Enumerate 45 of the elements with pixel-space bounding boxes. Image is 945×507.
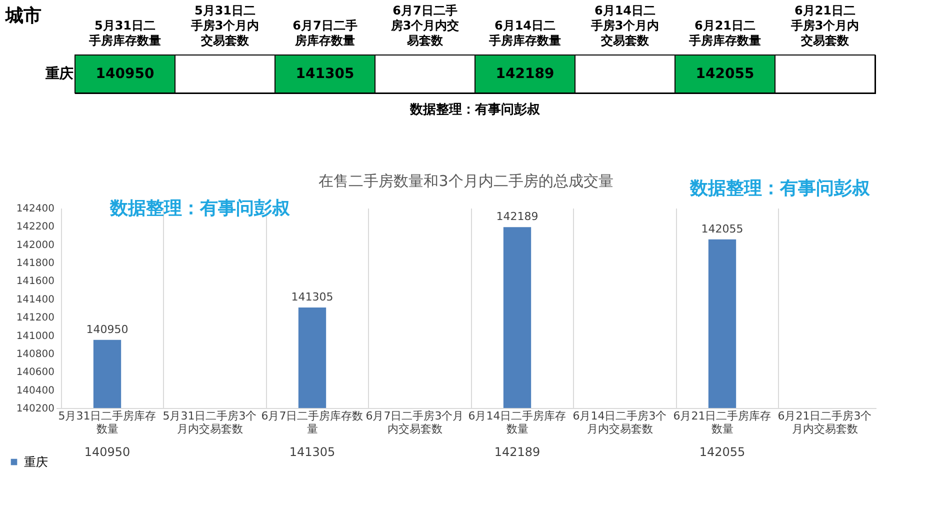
data-label: 142189 [494, 445, 540, 459]
x-tick-label: 6月21日二手房库存数量 [673, 410, 772, 436]
data-label: 140950 [84, 445, 130, 459]
x-tick-label: 6月21日二手房3个月内交易套数 [778, 410, 872, 436]
y-tick-label: 141000 [16, 330, 54, 342]
y-tick-label: 141600 [16, 276, 54, 288]
y-tick-label: 142400 [16, 204, 54, 214]
y-axis-title: 城市 [4, 6, 42, 26]
x-tick-label: 6月7日二手房库存数量 [261, 410, 364, 436]
data-label: 141305 [289, 445, 336, 459]
y-tick-label: 142200 [16, 222, 54, 233]
x-tick-label: 6月14日二手房3个月内交易套数 [572, 410, 667, 436]
data-label: 140950 [96, 66, 154, 82]
x-tick-label: 6月7日二手房3个月内交易套数 [390, 4, 460, 48]
y-tick-label: 141200 [16, 312, 54, 324]
x-tick-label: 6月7日二手房库存数量 [292, 18, 358, 48]
y-tick-label: 141800 [16, 258, 54, 270]
data-label: 142189 [496, 66, 554, 82]
data-label: 142055 [696, 66, 754, 82]
text: 140950 [86, 322, 128, 336]
text: 141305 [291, 290, 334, 304]
text: 142189 [496, 210, 538, 224]
y-tick-label: 141400 [16, 294, 54, 306]
data-label: 141305 [296, 66, 354, 82]
text: 142055 [701, 222, 744, 236]
y-tick-label: 140800 [16, 348, 54, 360]
x-tick-label: 5月31日二手房库存数量 [88, 18, 161, 48]
annotation: 数据整理：有事问彭叔 [110, 197, 290, 220]
y-tick-label: 140400 [16, 385, 54, 396]
data-label: 142055 [699, 445, 746, 459]
y-tick-label: 140600 [16, 367, 54, 378]
x-tick-label: 6月7日二手房3个月内交易套数 [366, 410, 464, 436]
x-tick-label: 5月31日二手房3个月内交易套数 [190, 4, 260, 48]
y-tick-label: 142000 [16, 240, 54, 251]
y-tick-label: 140200 [16, 404, 54, 414]
chart-title: 在售二手房数量和3个月内二手房的总成交量 [318, 172, 614, 190]
x-tick-label: 6月14日二手房库存数量 [468, 410, 566, 436]
x-tick-label: 6月21日二手房3个月内交易套数 [790, 4, 860, 48]
x-tick-label: 6月21日二手房库存数量 [688, 18, 761, 48]
x-tick-label: 5月31日二手房3个月内交易套数 [162, 410, 257, 436]
text: 数据整理：有事问彭叔 [690, 177, 870, 200]
x-tick-label: 6月14日二手房库存数量 [488, 18, 561, 48]
annotation: 数据整理：有事问彭叔 [409, 102, 541, 118]
x-tick-label: 5月31日二手房库存数量 [58, 410, 156, 436]
x-tick-label: 6月14日二手房3个月内交易套数 [590, 4, 660, 48]
